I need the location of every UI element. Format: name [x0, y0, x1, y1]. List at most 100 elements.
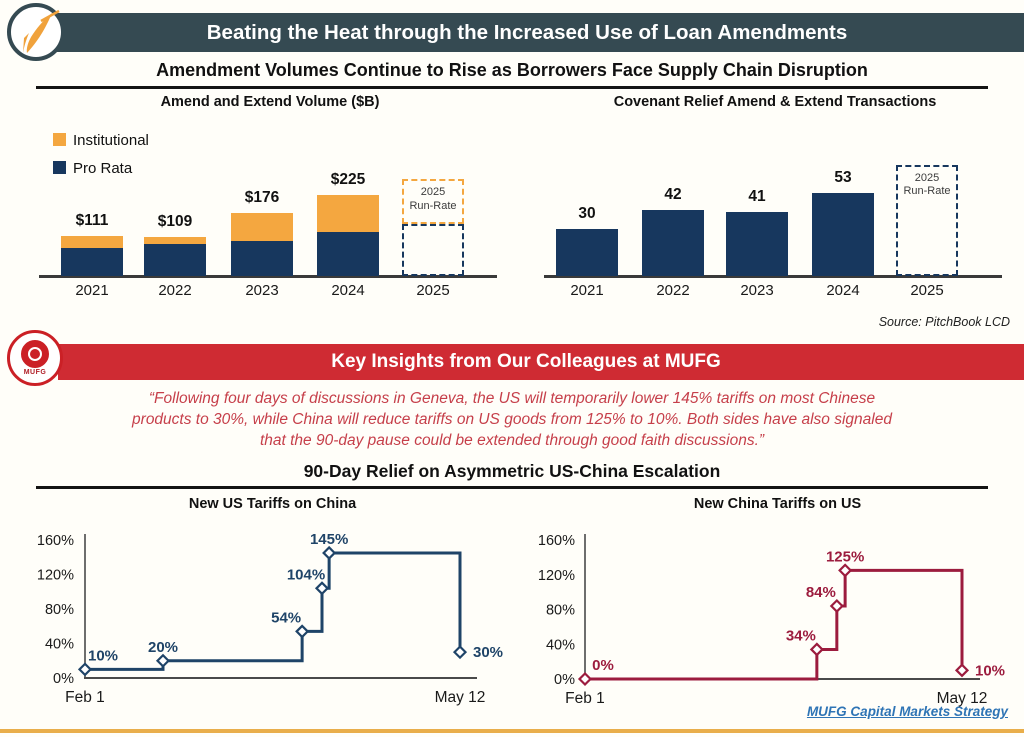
company-logo [7, 3, 65, 61]
x-axis-label-start: Feb 1 [565, 690, 605, 707]
data-point-marker [838, 563, 853, 578]
divider-middle [36, 486, 988, 489]
data-point-label: 10% [975, 662, 1005, 679]
step-chart-china-svg: 0% 40% 80% 120% 160% 0% 34% 84% 125% 10% Feb 1 May … [538, 533, 1005, 707]
data-point-marker [954, 663, 970, 678]
bar-category-label: 2024 [826, 282, 860, 299]
run-rate-label-line: 2025 [914, 171, 940, 184]
data-point-label: 125% [826, 548, 864, 565]
pro-rata-bar [317, 232, 379, 276]
chart-title: New China Tariffs on US [693, 496, 862, 512]
sail-shape [26, 13, 52, 53]
bar-total-label: $109 [157, 212, 193, 230]
data-point-label: 145% [310, 531, 348, 548]
data-point-marker [577, 671, 593, 687]
data-point-marker [155, 653, 171, 668]
divider-top [36, 86, 988, 89]
data-point-marker [314, 581, 330, 596]
x-axis-label-start: Feb 1 [65, 689, 105, 706]
bar-category-label: 2025 [416, 282, 450, 299]
legend-swatch-pro-rata [53, 161, 66, 174]
data-point-marker [809, 642, 824, 657]
mufg-emblem-icon [21, 340, 49, 368]
transactions-bar [812, 193, 874, 276]
quote-line-1: “Following four days of discussions in G… [148, 390, 876, 407]
y-axis-tick-label: 80% [45, 602, 74, 618]
run-rate-box-pro-rata [402, 224, 464, 276]
chart-title: Amend and Extend Volume ($B) [160, 94, 380, 110]
bar-total-label: $225 [330, 171, 366, 188]
data-point-label: 10% [88, 647, 118, 664]
data-point-label: 30% [473, 644, 503, 661]
institutional-bar [61, 236, 123, 248]
x-axis-line [544, 275, 1002, 278]
pro-rata-bar [61, 247, 123, 276]
institutional-bar [144, 236, 206, 245]
x-axis-label-end: May 12 [937, 690, 988, 707]
bar-category-label: 2023 [245, 282, 279, 299]
data-point-label: 84% [806, 584, 836, 601]
institutional-bar [317, 195, 379, 233]
legend-item-pro-rata: Pro Rata [53, 160, 132, 178]
y-axis-tick-label: 160% [37, 533, 74, 549]
source-note: Source: PitchBook LCD [878, 315, 1010, 329]
legend-item-institutional: Institutional [53, 132, 149, 150]
bar-category-label: 2022 [656, 282, 690, 299]
transactions-bar [642, 210, 704, 276]
data-point-marker [829, 598, 844, 614]
sail-swoosh-icon [23, 9, 60, 53]
bar-total-label: $111 [75, 212, 109, 230]
chart-title: New US Tariffs on China [188, 496, 357, 512]
bar-value-label: 41 [748, 187, 766, 205]
section1-title: Amendment Volumes Continue to Rise as Bo… [156, 60, 868, 80]
insights-quote: “Following four days of discussions in G… [0, 388, 1024, 451]
y-axis-tick-label: 0% [554, 672, 575, 688]
data-point-marker [322, 545, 337, 560]
data-point-marker [77, 662, 93, 677]
transactions-bar [556, 229, 618, 276]
quote-line-2: products to 30%, while China will reduce… [132, 411, 892, 428]
data-point-label: 34% [786, 627, 816, 644]
quote-line-3: that the 90-day pause could be extended … [259, 432, 765, 449]
bar-category-label: 2022 [158, 282, 192, 299]
institutional-bar [231, 212, 293, 242]
page-title: Beating the Heat through the Increased U… [206, 21, 848, 44]
section2-title: 90-Day Relief on Asymmetric US-China Esc… [303, 461, 721, 481]
x-axis-line [39, 275, 497, 278]
y-axis-tick-label: 120% [538, 568, 575, 584]
bar-category-label: 2021 [75, 282, 109, 299]
data-point-marker [295, 624, 310, 639]
run-rate-box: 2025 Run-Rate [896, 164, 958, 276]
bar-category-label: 2023 [740, 282, 774, 299]
chart-new-china-tariffs-on-us: New China Tariffs on US 0% 40% 80% 120% 160%… [535, 490, 1020, 710]
y-axis-tick-label: 160% [538, 533, 575, 549]
mufg-logo: MUFG [7, 330, 63, 386]
transactions-bar [726, 211, 788, 276]
y-axis-tick-label: 120% [37, 568, 74, 584]
step-chart-us-svg: 0% 40% 80% 120% 160% 10% 20% 54% 104% 145% 30% Feb … [37, 531, 503, 706]
tariff-step-line [585, 568, 964, 681]
y-axis-tick-label: 40% [546, 637, 575, 653]
bar-value-label: 30 [578, 205, 596, 223]
y-axis-tick-label: 40% [45, 637, 74, 653]
chart-amend-extend-volume: Amend and Extend Volume ($B) Institution… [35, 94, 505, 310]
bar-total-label: $176 [244, 188, 280, 206]
chart-new-us-tariffs-on-china: New US Tariffs on China 0% 40% 80% 120% 160%… [30, 490, 515, 710]
data-point-marker [452, 645, 468, 660]
mufg-capital-markets-strategy-link[interactable]: MUFG Capital Markets Strategy [806, 704, 1008, 719]
data-point-label: 104% [287, 566, 325, 583]
legend-label-pro-rata: Pro Rata [73, 160, 133, 177]
run-rate-label-line: 2025 [420, 186, 446, 199]
data-point-label: 20% [148, 639, 178, 656]
x-axis-label-end: May 12 [435, 689, 486, 706]
legend-swatch-institutional [53, 133, 66, 146]
insights-banner: Key Insights from Our Colleagues at MUFG [58, 344, 1024, 380]
bar-category-label: 2021 [570, 282, 604, 299]
bar-value-label: 42 [664, 186, 682, 204]
y-axis-tick-label: 80% [546, 603, 575, 619]
footer-rule [0, 729, 1024, 733]
chart-title: Covenant Relief Amend & Extend Transacti… [613, 94, 937, 110]
mufg-emblem-dot [30, 349, 40, 359]
run-rate-label-line: Run-Rate [409, 199, 457, 212]
